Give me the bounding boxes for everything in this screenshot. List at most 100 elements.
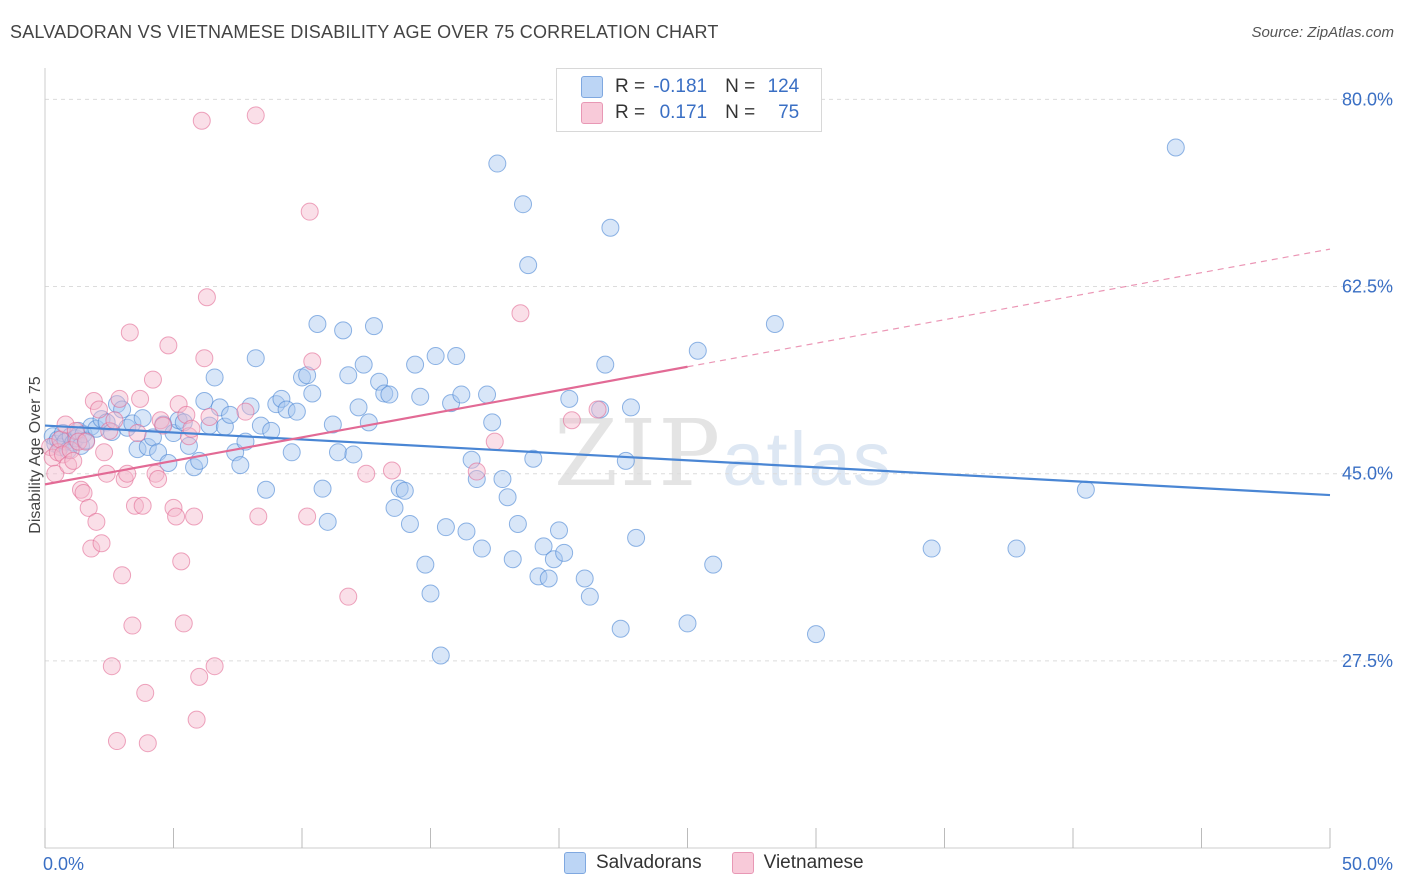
x-tick-labels: 0.0% 50.0% — [43, 854, 1393, 874]
point-salvadorans — [380, 385, 399, 404]
point-vietnamese — [195, 349, 214, 368]
point-salvadorans — [354, 355, 373, 374]
point-salvadorans — [498, 488, 517, 507]
x-tick-label: 50.0% — [1342, 854, 1393, 874]
legend-label: Vietnamese — [763, 852, 864, 873]
point-salvadorans — [601, 218, 620, 237]
point-salvadorans — [251, 416, 270, 435]
point-salvadorans — [339, 366, 358, 385]
point-vietnamese — [154, 416, 173, 435]
point-vietnamese — [77, 432, 96, 451]
point-vietnamese — [357, 464, 376, 483]
point-salvadorans — [395, 481, 414, 500]
point-vietnamese — [128, 424, 147, 443]
point-salvadorans — [472, 539, 491, 558]
point-salvadorans — [174, 413, 193, 432]
legend-label: Salvadorans — [596, 852, 702, 873]
point-vietnamese — [136, 683, 155, 702]
point-salvadorans — [462, 450, 481, 469]
y-axis-label: Disability Age Over 75 — [27, 376, 44, 534]
point-vietnamese — [79, 498, 98, 517]
point-salvadorans — [519, 256, 538, 275]
point-salvadorans — [138, 437, 157, 456]
point-vietnamese — [69, 432, 88, 451]
point-salvadorans — [611, 619, 630, 638]
point-vietnamese — [95, 443, 114, 462]
point-salvadorans — [1076, 480, 1095, 499]
point-salvadorans — [534, 537, 553, 556]
n-value: 75 — [778, 102, 800, 123]
point-vietnamese — [298, 507, 317, 526]
point-vietnamese — [74, 483, 93, 502]
point-salvadorans — [436, 518, 455, 537]
point-salvadorans — [539, 569, 558, 588]
point-vietnamese — [187, 710, 206, 729]
point-salvadorans — [678, 614, 697, 633]
point-vietnamese — [100, 421, 119, 440]
n-label: N = — [725, 102, 756, 123]
point-salvadorans — [514, 195, 533, 214]
point-vietnamese — [107, 732, 126, 751]
point-salvadorans — [272, 389, 291, 408]
point-salvadorans — [308, 314, 327, 333]
point-salvadorans — [488, 154, 507, 173]
point-salvadorans — [508, 514, 527, 533]
point-vietnamese — [236, 402, 255, 421]
point-salvadorans — [483, 413, 502, 432]
legend-swatch-blue — [564, 852, 586, 874]
r-label: R = — [615, 102, 646, 123]
point-salvadorans — [375, 384, 394, 403]
point-vietnamese — [84, 391, 103, 410]
y-tick-label: 45.0% — [1342, 464, 1393, 484]
point-salvadorans — [205, 368, 224, 387]
series-legend: Salvadorans Vietnamese — [564, 852, 894, 874]
watermark: ZIPatlas — [554, 400, 893, 507]
point-salvadorans — [560, 389, 579, 408]
r-value: -0.181 — [653, 76, 708, 97]
point-vietnamese — [588, 400, 607, 419]
point-vietnamese — [167, 507, 186, 526]
point-salvadorans — [107, 395, 126, 414]
point-vietnamese — [382, 461, 401, 480]
point-salvadorans — [765, 314, 784, 333]
point-vietnamese — [339, 587, 358, 606]
point-salvadorans — [370, 372, 389, 391]
y-tick-label: 62.5% — [1342, 277, 1393, 297]
point-salvadorans — [503, 550, 522, 569]
point-vietnamese — [511, 304, 530, 323]
point-salvadorans — [303, 384, 322, 403]
point-vietnamese — [82, 539, 101, 558]
point-vietnamese — [113, 566, 132, 585]
point-vietnamese — [467, 462, 486, 481]
point-salvadorans — [359, 413, 378, 432]
point-salvadorans — [922, 539, 941, 558]
legend-row-vietnamese: R = 0.171 N = 75 — [581, 100, 799, 126]
point-vietnamese — [138, 734, 157, 753]
x-tick-label: 0.0% — [43, 854, 84, 874]
point-salvadorans — [133, 409, 152, 428]
point-vietnamese — [190, 667, 209, 686]
point-salvadorans — [431, 646, 450, 665]
legend-swatch-pink — [581, 102, 603, 124]
point-salvadorans — [267, 395, 286, 414]
point-salvadorans — [596, 355, 615, 374]
point-vietnamese — [56, 415, 75, 434]
point-salvadorans — [704, 555, 723, 574]
point-salvadorans — [688, 341, 707, 360]
point-vietnamese — [185, 507, 204, 526]
point-salvadorans — [262, 421, 281, 440]
point-salvadorans — [621, 398, 640, 417]
point-vietnamese — [485, 432, 504, 451]
point-salvadorans — [287, 402, 306, 421]
point-salvadorans — [457, 522, 476, 541]
grid-lines — [45, 98, 1392, 662]
legend-row-salvadorans: R = -0.181 N = 124 — [581, 74, 799, 100]
point-vietnamese — [169, 395, 188, 414]
point-salvadorans — [298, 366, 317, 385]
y-tick-label: 27.5% — [1342, 651, 1393, 671]
point-vietnamese — [43, 448, 62, 467]
point-vietnamese — [110, 389, 129, 408]
point-salvadorans — [282, 443, 301, 462]
point-salvadorans — [575, 569, 594, 588]
point-salvadorans — [195, 391, 214, 410]
